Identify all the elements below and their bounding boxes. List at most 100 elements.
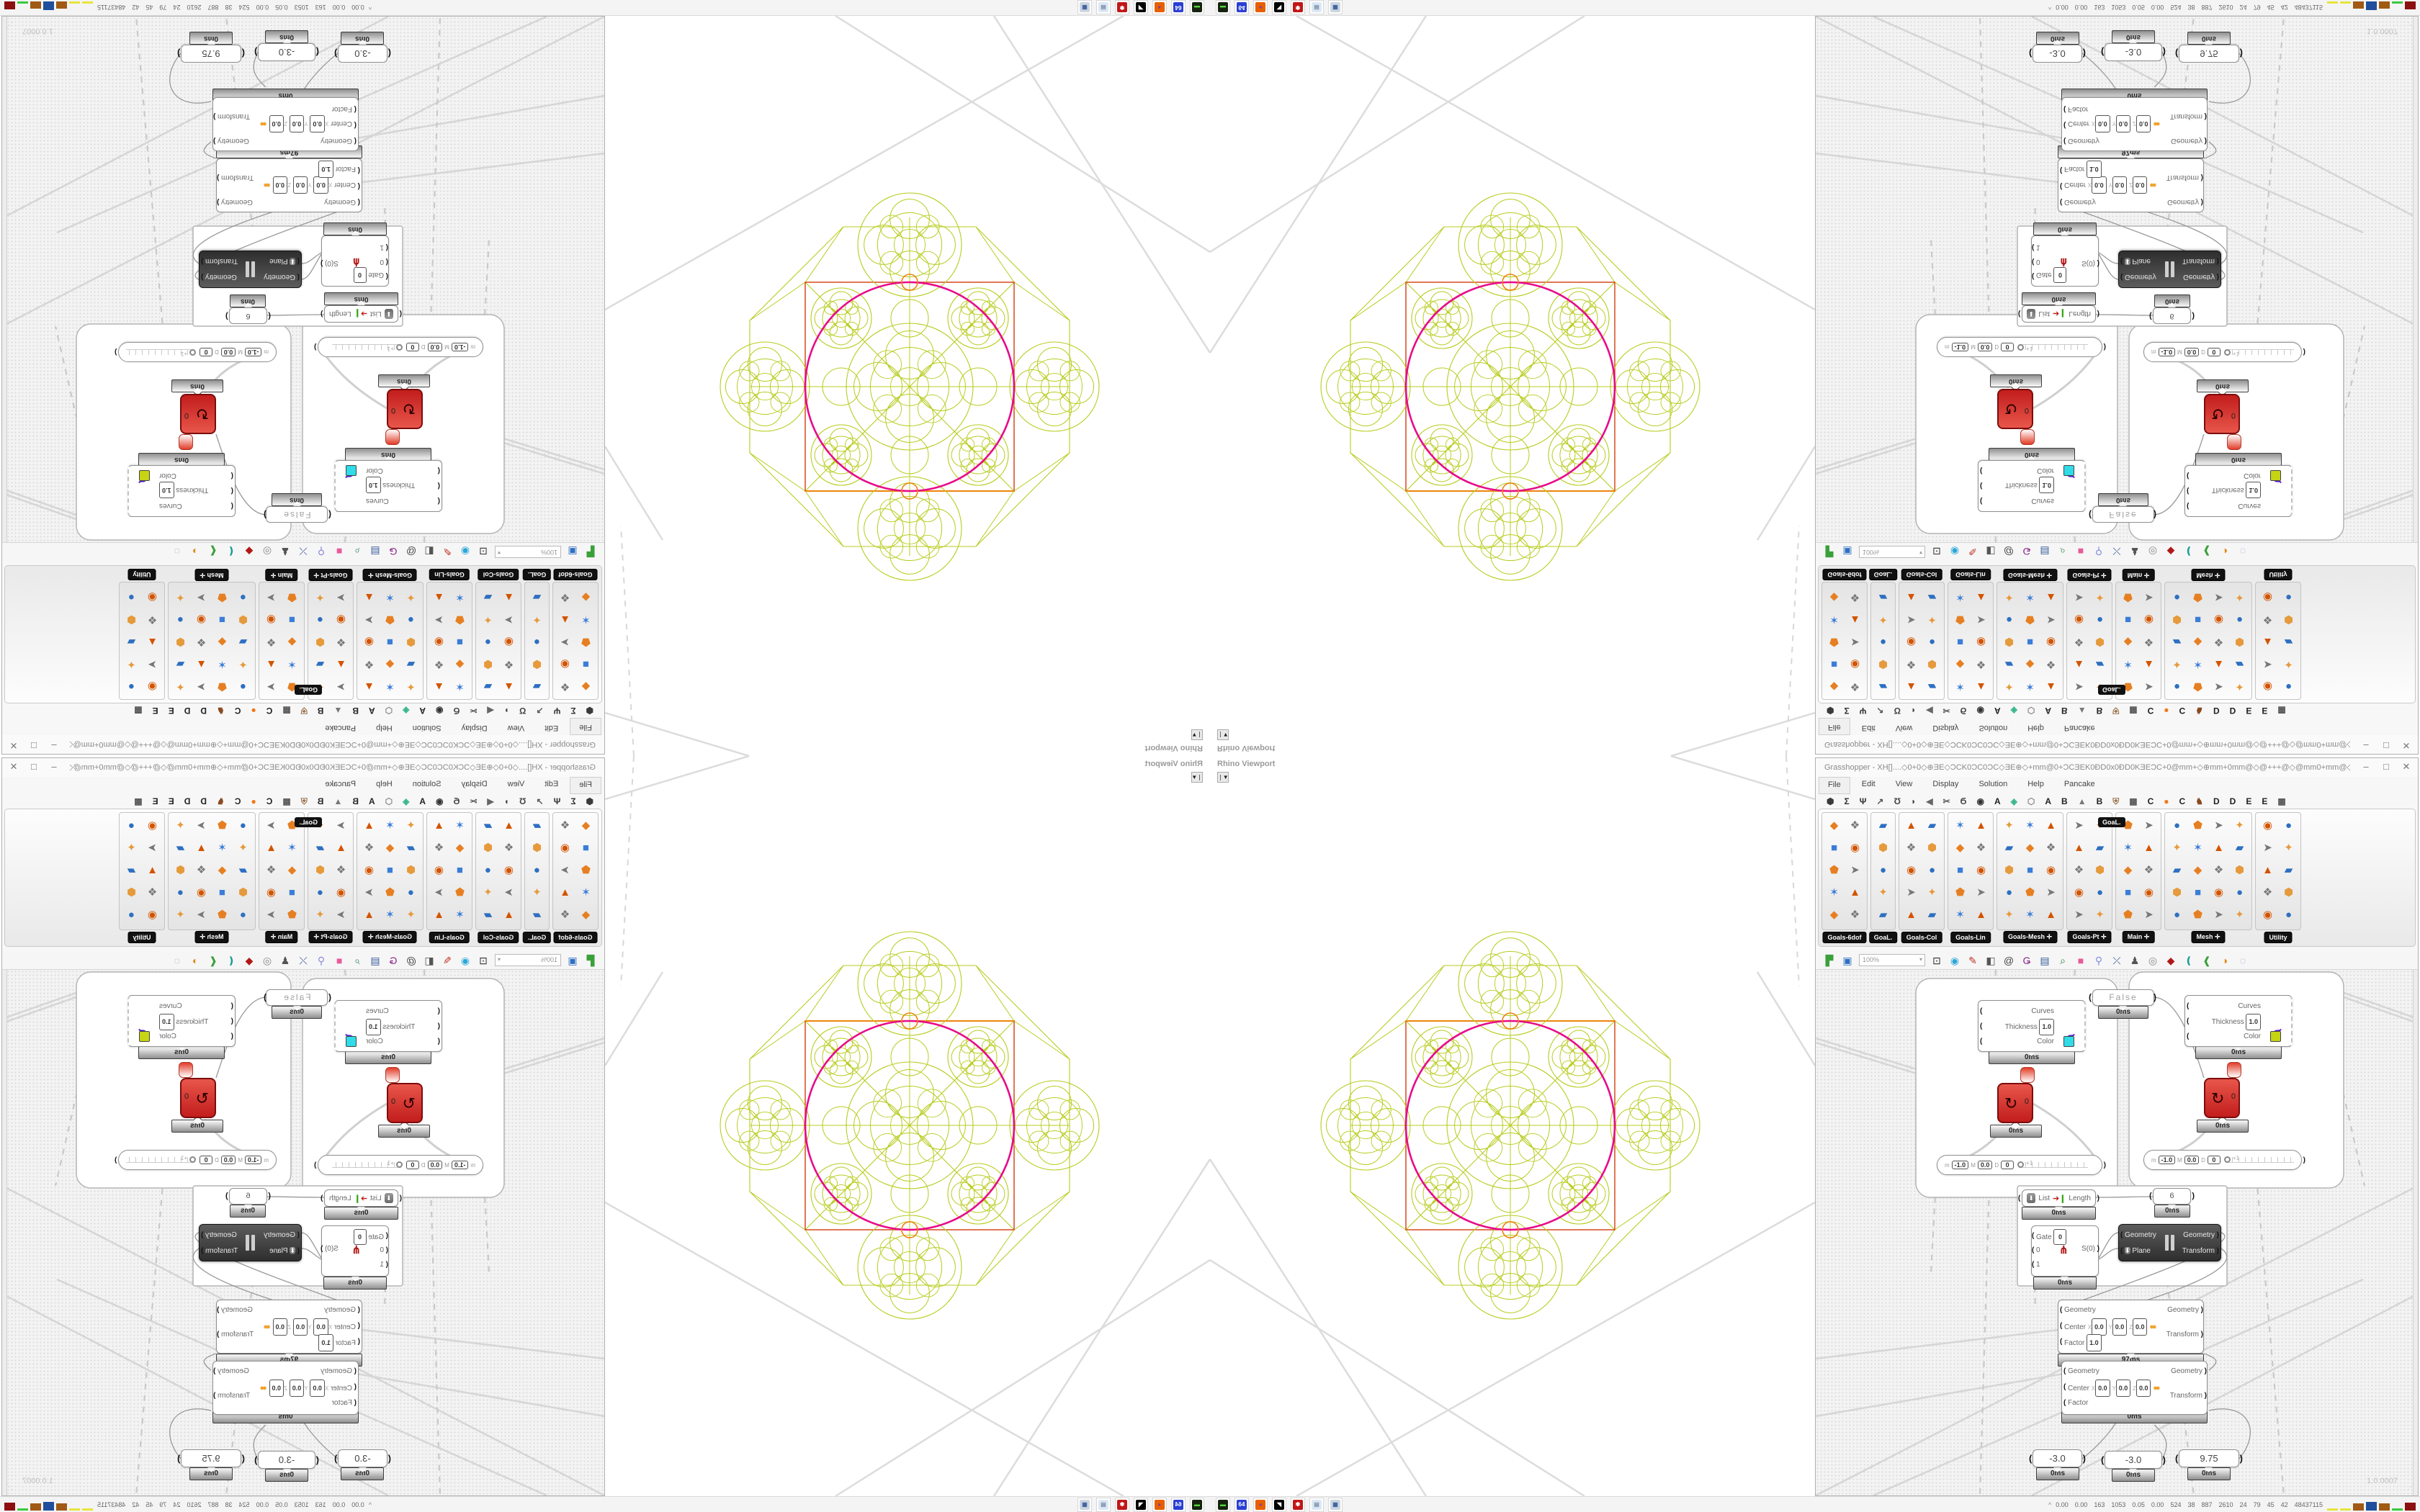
component-icon[interactable]: ⬟ xyxy=(2192,819,2203,832)
palette-group-label[interactable]: GoaL. xyxy=(522,569,552,580)
component-icon[interactable]: ✶ xyxy=(455,819,465,832)
component-tab-4[interactable]: Ʊ xyxy=(1894,706,1901,716)
component-tab-2[interactable]: Ψ xyxy=(1859,796,1867,806)
component-icon[interactable]: ● xyxy=(239,909,247,921)
node-number-slider-a[interactable]: -3.0 xyxy=(338,45,387,63)
node-stream-gate[interactable]: Gate 0 0 1 ⋔ S(0) xyxy=(2031,235,2099,287)
component-icon[interactable]: ✦ xyxy=(406,680,416,693)
component-icon[interactable]: ➤ xyxy=(266,680,276,693)
component-icon[interactable]: ✶ xyxy=(287,842,297,854)
node-md-slider-1[interactable]: m -1.0 M 0.0 D 0 +1 xyxy=(318,1155,483,1175)
component-icon[interactable]: ▰ xyxy=(1878,819,1888,832)
component-icon[interactable]: ❖ xyxy=(2213,864,2224,876)
close-button[interactable]: ✕ xyxy=(2402,740,2411,751)
taskbar-tile-drive-app[interactable]: ▬ xyxy=(1190,0,1204,14)
component-icon[interactable]: ▲ xyxy=(147,636,158,648)
slider-track[interactable]: +1 xyxy=(331,1160,403,1168)
component-icon[interactable]: ◉ xyxy=(434,864,444,876)
component-tab-10[interactable]: A xyxy=(419,796,426,806)
component-icon[interactable]: ✶ xyxy=(218,842,227,854)
component-tab-12[interactable]: ⬡ xyxy=(2027,796,2035,806)
shuffle-icon[interactable]: ⤫ xyxy=(2112,546,2121,558)
component-icon[interactable]: ⬢ xyxy=(532,842,542,854)
minimize-button[interactable]: – xyxy=(51,761,57,772)
component-icon[interactable]: ✦ xyxy=(406,591,416,603)
palette-group-label[interactable]: Goals-Mesh ✛ xyxy=(2002,931,2058,943)
preview-eye-icon[interactable]: ◉ xyxy=(1950,954,1960,966)
node-number-slider-a[interactable]: -3.0 xyxy=(338,1449,387,1467)
component-icon[interactable]: ◉ xyxy=(1976,864,1986,876)
palette-group-label[interactable]: Goals-Mesh ✛ xyxy=(362,931,418,943)
component-tab-10[interactable]: A xyxy=(419,706,426,716)
component-icon[interactable]: ■ xyxy=(1830,658,1838,670)
component-icon[interactable]: ❖ xyxy=(1850,909,1860,921)
component-icon[interactable]: ⬟ xyxy=(385,886,395,899)
component-icon[interactable]: ▲ xyxy=(1906,680,1917,693)
component-tab-6[interactable]: ◀ xyxy=(487,706,494,716)
component-tab-0[interactable]: ⬢ xyxy=(586,706,593,716)
component-icon[interactable]: ● xyxy=(127,819,135,832)
slider-track[interactable]: +1 xyxy=(125,349,197,357)
component-icon[interactable]: ⬟ xyxy=(2192,591,2203,603)
component-icon[interactable]: ▲ xyxy=(560,886,570,899)
component-icon[interactable]: ✶ xyxy=(455,909,465,921)
rhino-viewport-canvas[interactable] xyxy=(605,16,1210,756)
component-icon[interactable]: ◉ xyxy=(1850,842,1860,854)
component-icon[interactable]: ✶ xyxy=(581,613,591,626)
node-orient-selected[interactable]: Geometry ⬇ Plane Geometry Transform xyxy=(199,251,302,288)
component-icon[interactable]: ❖ xyxy=(147,886,158,899)
maximize-button[interactable]: □ xyxy=(31,740,37,751)
component-icon[interactable]: ● xyxy=(2285,819,2293,832)
package-icon[interactable]: ■ xyxy=(336,954,343,966)
gha-icon[interactable]: Ǥ xyxy=(389,546,398,558)
component-icon[interactable]: ⬟ xyxy=(1955,613,1966,626)
component-icon[interactable]: ▰ xyxy=(532,819,542,832)
component-tab-24[interactable]: D xyxy=(2229,796,2236,806)
node-solver-error-2[interactable]: ↻ 0 xyxy=(2204,1062,2241,1118)
component-icon[interactable]: ❖ xyxy=(364,842,375,854)
component-tab-2[interactable]: Ψ xyxy=(553,796,561,806)
component-icon[interactable]: ➤ xyxy=(197,909,206,921)
component-tab-10[interactable]: A xyxy=(1994,706,2001,716)
component-tab-13[interactable]: A xyxy=(368,796,375,806)
component-icon[interactable]: ➤ xyxy=(1850,864,1860,876)
palette-group-label[interactable]: Mesh ✛ xyxy=(194,569,229,581)
component-tab-25[interactable]: E xyxy=(2246,706,2252,716)
component-tab-1[interactable]: Σ xyxy=(1844,796,1850,806)
component-icon[interactable]: ⬟ xyxy=(2123,591,2133,603)
palette-group-label[interactable]: GoaL. xyxy=(1868,932,1898,943)
component-tab-19[interactable]: C xyxy=(266,796,273,806)
palette-group-label[interactable]: Goals-Lin xyxy=(429,569,470,580)
component-icon[interactable]: ● xyxy=(176,886,184,899)
palette-group-label[interactable]: Goals-6dof xyxy=(553,569,598,580)
node-panel[interactable]: 6 xyxy=(229,307,267,324)
node-boolean-toggle[interactable]: False xyxy=(2092,506,2154,523)
component-icon[interactable]: ✦ xyxy=(1927,886,1937,899)
component-icon[interactable]: ▲ xyxy=(364,819,375,832)
gha-icon[interactable]: Ǥ xyxy=(2022,546,2031,558)
palette-group-label[interactable]: Utility xyxy=(127,932,156,943)
palette-group-label[interactable]: Goals-Mesh ✛ xyxy=(362,569,418,581)
component-icon[interactable]: ▲ xyxy=(2213,658,2224,670)
component-icon[interactable]: ◉ xyxy=(2143,886,2154,899)
component-icon[interactable]: ◆ xyxy=(218,864,227,876)
rhino-viewport-canvas[interactable] xyxy=(1210,756,1815,1496)
component-icon[interactable]: ✶ xyxy=(2193,658,2202,670)
palette-group-label[interactable]: Goals-Pt ✛ xyxy=(308,931,353,943)
package-icon[interactable]: ■ xyxy=(336,546,343,558)
menu-item-view[interactable]: View xyxy=(1895,780,1913,788)
open-file-icon[interactable]: ▛ xyxy=(1825,546,1834,558)
component-icon[interactable]: ✦ xyxy=(315,591,325,603)
component-icon[interactable]: ⬢ xyxy=(405,864,416,876)
component-icon[interactable]: ▲ xyxy=(2262,636,2273,648)
component-icon[interactable]: ● xyxy=(407,886,415,899)
component-icon[interactable]: ✶ xyxy=(1955,909,1965,921)
component-icon[interactable]: ✦ xyxy=(2004,819,2014,832)
component-icon[interactable]: ✶ xyxy=(581,886,591,899)
component-icon[interactable]: ◆ xyxy=(2193,636,2202,648)
component-icon[interactable]: ❖ xyxy=(147,613,158,626)
color-swatch[interactable] xyxy=(139,1031,150,1042)
component-tab-8[interactable]: Ϭ xyxy=(453,796,460,806)
component-icon[interactable]: ❖ xyxy=(503,842,514,854)
node-scale-2[interactable]: Geometry Center X0.0 Y0.0 Z0.0 ●● Factor… xyxy=(212,1361,359,1415)
